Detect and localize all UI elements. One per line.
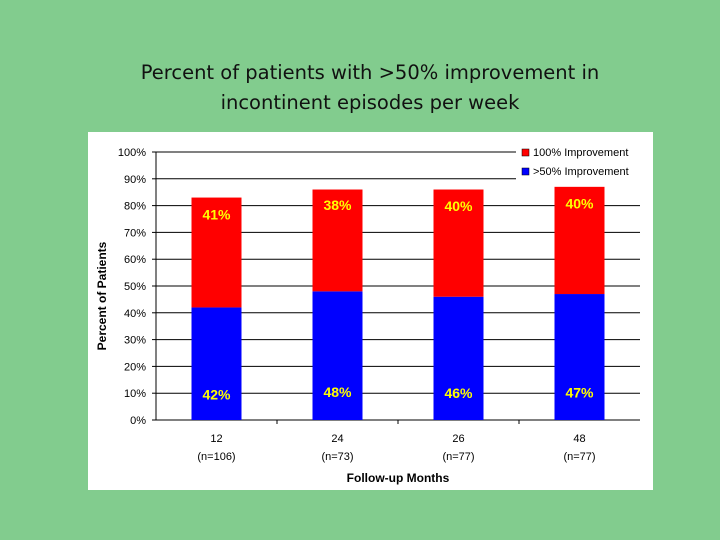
slide-title-line-2: incontinent episodes per week bbox=[220, 91, 520, 114]
y-tick-label: 100% bbox=[118, 147, 146, 159]
y-tick-label: 80% bbox=[124, 201, 146, 213]
x-axis-title: Follow-up Months bbox=[347, 471, 450, 485]
data-label: 40% bbox=[444, 198, 473, 214]
data-label: 48% bbox=[323, 384, 352, 400]
legend-label: 100% Improvement bbox=[533, 147, 628, 159]
slide-title: Percent of patients with >50% improvemen… bbox=[0, 58, 720, 118]
data-label: 42% bbox=[202, 387, 231, 403]
y-tick-label: 20% bbox=[124, 361, 146, 373]
y-tick-label: 30% bbox=[124, 335, 146, 347]
legend-swatch bbox=[521, 148, 530, 157]
y-tick-label: 40% bbox=[124, 308, 146, 320]
legend-label: >50% Improvement bbox=[533, 166, 629, 178]
x-tick-label: 26 bbox=[452, 433, 464, 445]
legend-box bbox=[516, 143, 640, 183]
bar-segment bbox=[554, 294, 605, 420]
y-tick-label: 0% bbox=[130, 415, 146, 427]
x-tick-label: 12 bbox=[210, 433, 222, 445]
y-axis-title: Percent of Patients bbox=[95, 241, 109, 350]
x-tick-label: 24 bbox=[331, 433, 343, 445]
y-tick-label: 70% bbox=[124, 227, 146, 239]
data-label: 47% bbox=[565, 384, 594, 400]
data-label: 38% bbox=[323, 197, 352, 213]
data-label: 40% bbox=[565, 195, 594, 211]
slide-title-line-1: Percent of patients with >50% improvemen… bbox=[140, 61, 600, 84]
bar-segment bbox=[312, 189, 363, 292]
y-tick-label: 90% bbox=[124, 174, 146, 186]
legend-swatch bbox=[521, 167, 530, 176]
y-tick-label: 60% bbox=[124, 254, 146, 266]
y-tick-label: 50% bbox=[124, 281, 146, 293]
data-label: 46% bbox=[444, 385, 473, 401]
bar-segment bbox=[433, 296, 484, 420]
bar-segment bbox=[554, 186, 605, 295]
bar-segment bbox=[312, 291, 363, 420]
x-tick-sublabel: (n=77) bbox=[563, 451, 595, 463]
bar-segment bbox=[433, 189, 484, 297]
bar-segment bbox=[191, 197, 242, 308]
data-label: 41% bbox=[202, 207, 231, 223]
x-tick-sublabel: (n=73) bbox=[321, 451, 353, 463]
y-tick-label: 10% bbox=[124, 388, 146, 400]
bar-segment bbox=[191, 307, 242, 420]
x-tick-sublabel: (n=77) bbox=[442, 451, 474, 463]
x-tick-label: 48 bbox=[573, 433, 585, 445]
x-tick-sublabel: (n=106) bbox=[197, 451, 235, 463]
